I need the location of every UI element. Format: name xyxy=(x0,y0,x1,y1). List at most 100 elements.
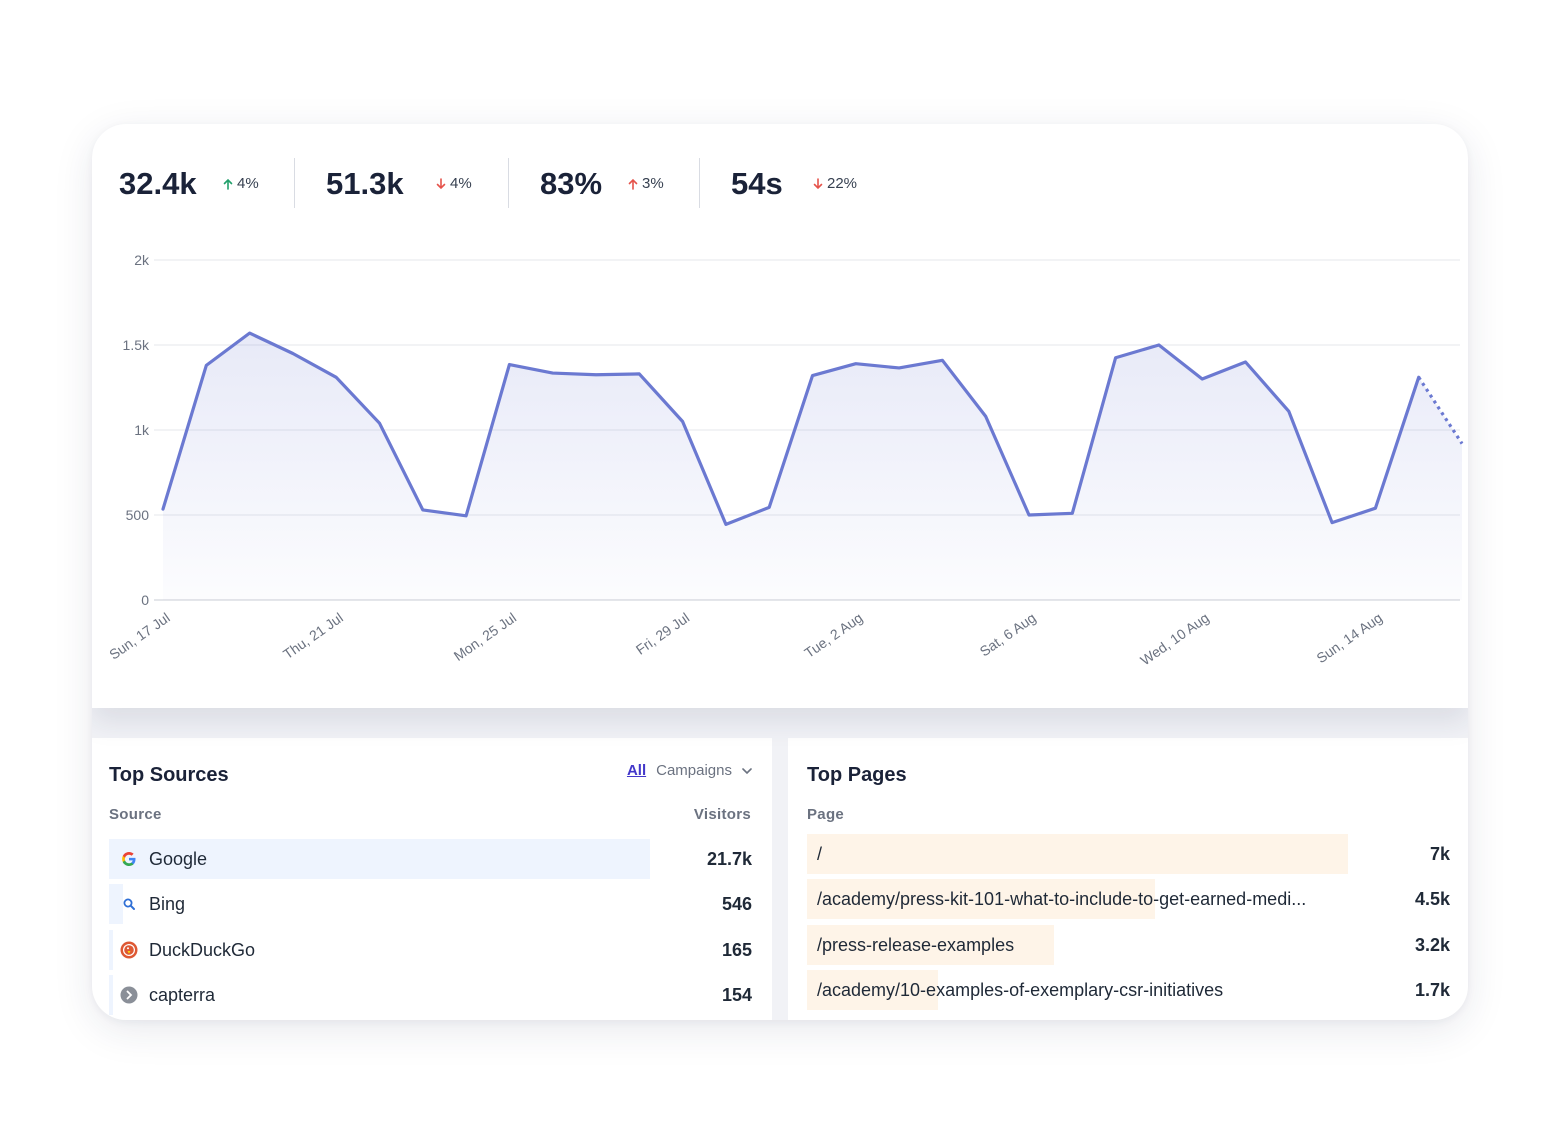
data-point[interactable] xyxy=(1110,352,1122,364)
series-line xyxy=(161,331,1421,526)
data-point[interactable] xyxy=(330,371,342,383)
row-value: 154 xyxy=(721,985,752,1005)
y-tick-label: 500 xyxy=(126,507,150,523)
page-row[interactable]: /press-release-examples 3.2k xyxy=(807,925,1450,965)
data-point[interactable] xyxy=(850,358,862,370)
arrow-up-icon xyxy=(628,178,638,190)
stat-change-value: 22% xyxy=(827,175,858,192)
data-point[interactable] xyxy=(503,359,515,371)
x-tick-label: Thu, 21 Jul xyxy=(280,609,346,662)
data-point[interactable] xyxy=(1283,405,1295,417)
y-tick-label: 1.5k xyxy=(123,337,150,353)
column-header-source: Source xyxy=(109,806,162,823)
row-label: /press-release-examples xyxy=(817,935,1015,955)
row-bar xyxy=(109,975,113,1015)
visitors-chart[interactable]: 0 500 1k 1.5k 2k Sun, 17 Jul Thu, 21 Jul Mon, 2… xyxy=(92,244,1468,708)
y-tick-label: 0 xyxy=(141,592,149,608)
source-row-google[interactable]: Google 21.7k xyxy=(109,839,752,879)
row-label: / xyxy=(817,844,823,864)
data-point[interactable] xyxy=(1153,339,1165,351)
data-point[interactable] xyxy=(1456,438,1468,450)
stats-row: 32.4k 4% 51.3k 4% 83% 3% xyxy=(92,124,1468,244)
row-label: /academy/press-kit-101-what-to-include-t… xyxy=(817,889,1307,909)
stat-change: 4% xyxy=(436,175,472,192)
data-point[interactable] xyxy=(936,354,948,366)
source-row-duckduckgo[interactable]: DuckDuckGo 165 xyxy=(109,930,752,970)
capterra-icon xyxy=(120,986,138,1004)
row-value: 21.7k xyxy=(706,849,752,869)
data-point[interactable] xyxy=(1240,356,1252,368)
chart-svg: 0 500 1k 1.5k 2k Sun, 17 Jul Thu, 21 Jul Mon, 2… xyxy=(106,252,1468,668)
column-header-visitors: Visitors xyxy=(693,806,751,823)
duckduckgo-icon xyxy=(120,941,138,959)
page-row[interactable]: /academy/press-kit-101-what-to-include-t… xyxy=(807,879,1450,919)
data-point[interactable] xyxy=(1023,509,1035,521)
data-point[interactable] xyxy=(980,410,992,422)
stat-value: 83% xyxy=(540,166,603,201)
analytics-card: 32.4k 4% 51.3k 4% 83% 3% xyxy=(92,124,1468,1020)
arrow-down-icon xyxy=(813,177,823,189)
data-point[interactable] xyxy=(200,359,212,371)
data-point[interactable] xyxy=(460,510,472,522)
x-tick-label: Sun, 17 Jul xyxy=(106,609,173,662)
row-value: 546 xyxy=(721,894,752,914)
column-header-page: Page xyxy=(807,806,845,823)
stat-change-value: 3% xyxy=(642,175,664,192)
row-value: 165 xyxy=(721,940,752,960)
top-sources-panel: Top Sources All Campaigns Source Visitor… xyxy=(92,738,772,1020)
tab-campaigns[interactable]: Campaigns xyxy=(656,762,752,779)
x-tick-label: Fri, 29 Jul xyxy=(633,609,693,657)
top-pages-panel: Top Pages Page / 7k /academy/press-kit-1… xyxy=(788,738,1468,1020)
data-point[interactable] xyxy=(157,503,169,515)
chevron-down-icon xyxy=(742,767,752,774)
data-point[interactable] xyxy=(720,518,732,530)
bing-search-icon xyxy=(123,898,135,910)
data-point[interactable] xyxy=(287,348,299,360)
data-point[interactable] xyxy=(417,504,429,516)
source-row-capterra[interactable]: capterra 154 xyxy=(109,975,752,1015)
data-point[interactable] xyxy=(1326,517,1338,529)
row-value: 1.7k xyxy=(1414,980,1450,1000)
data-point[interactable] xyxy=(1369,502,1381,514)
stat-change: 3% xyxy=(628,175,664,192)
stat-change: 22% xyxy=(813,175,857,192)
data-point[interactable] xyxy=(807,370,819,382)
data-point[interactable] xyxy=(893,362,905,374)
data-point[interactable] xyxy=(374,417,386,429)
arrow-up-icon xyxy=(223,178,233,190)
data-point[interactable] xyxy=(547,367,559,379)
row-label: /academy/10-examples-of-exemplary-csr-in… xyxy=(817,980,1224,1000)
data-point[interactable] xyxy=(633,368,645,380)
data-point[interactable] xyxy=(763,501,775,513)
data-point[interactable] xyxy=(677,416,689,428)
stat-change-value: 4% xyxy=(237,175,259,192)
row-label: Bing xyxy=(149,894,186,914)
data-point[interactable] xyxy=(1196,373,1208,385)
x-tick-label: Sun, 14 Aug xyxy=(1313,609,1385,666)
arrow-down-icon xyxy=(436,177,446,189)
x-tick-label: Tue, 2 Aug xyxy=(801,609,865,661)
data-point[interactable] xyxy=(244,327,256,339)
x-tick-label: Wed, 10 Aug xyxy=(1137,609,1212,668)
panel-title: Top Pages xyxy=(807,764,907,786)
y-tick-label: 2k xyxy=(134,252,150,268)
page-row[interactable]: /academy/10-examples-of-exemplary-csr-in… xyxy=(807,970,1450,1010)
row-value: 3.2k xyxy=(1414,935,1450,955)
data-point[interactable] xyxy=(1413,371,1425,383)
row-bar xyxy=(807,834,1348,874)
series-area xyxy=(163,333,1462,600)
row-bar xyxy=(807,970,939,1010)
divider xyxy=(508,158,509,208)
tab-campaigns-label: Campaigns xyxy=(656,762,732,779)
stat-value: 54s xyxy=(731,166,783,201)
tab-all[interactable]: All xyxy=(626,762,647,779)
page-row[interactable]: / 7k xyxy=(807,834,1450,874)
data-point[interactable] xyxy=(1066,507,1078,519)
data-point[interactable] xyxy=(590,369,602,381)
panel-title: Top Sources xyxy=(109,764,229,786)
x-tick-label: Sat, 6 Aug xyxy=(977,609,1039,659)
source-row-bing[interactable]: Bing 546 xyxy=(109,884,752,924)
row-bar xyxy=(109,930,114,970)
row-label: capterra xyxy=(149,985,216,1005)
row-value: 4.5k xyxy=(1414,889,1450,909)
